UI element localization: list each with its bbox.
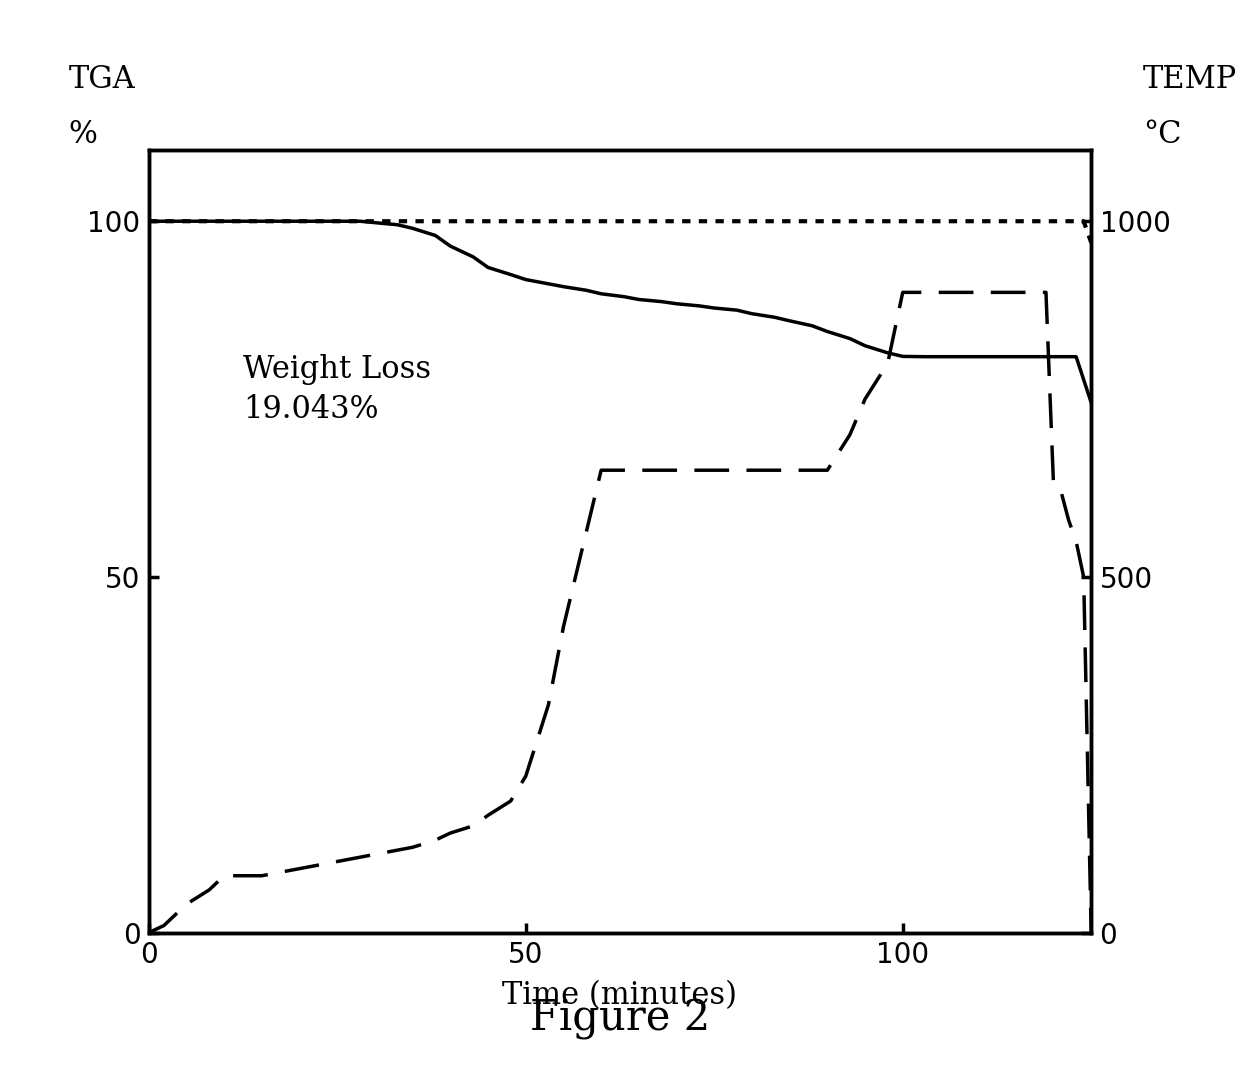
Text: %: % (68, 119, 98, 150)
Text: °C: °C (1143, 119, 1182, 150)
X-axis label: Time (minutes): Time (minutes) (502, 980, 738, 1011)
Text: Figure 2: Figure 2 (529, 998, 711, 1040)
Text: TEMP: TEMP (1143, 64, 1238, 95)
Text: Weight Loss
19.043%: Weight Loss 19.043% (243, 354, 432, 426)
Text: TGA: TGA (68, 64, 135, 95)
